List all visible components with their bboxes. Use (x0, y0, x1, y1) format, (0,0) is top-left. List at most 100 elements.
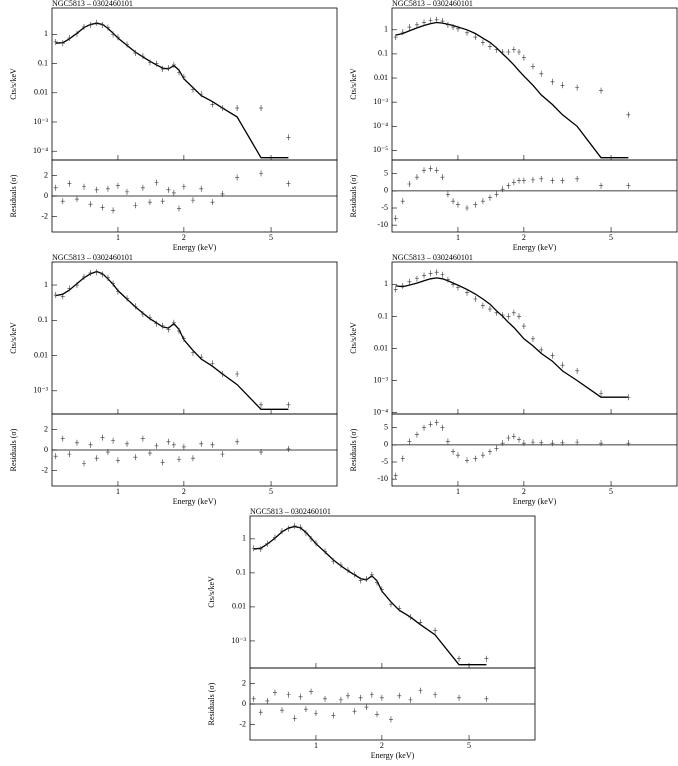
residual-point (407, 438, 412, 445)
data-point (177, 69, 182, 76)
data-point (67, 285, 72, 292)
residual-point (393, 215, 398, 222)
data-point (422, 19, 427, 26)
x-tick-label: 5 (269, 233, 273, 242)
residual-point (521, 177, 526, 184)
residual-tick-label: -2 (41, 211, 48, 220)
residual-point (94, 455, 99, 462)
data-point (521, 54, 526, 61)
residual-tick-label: 0 (384, 186, 388, 195)
residual-point (309, 688, 314, 695)
residual-point (272, 689, 277, 696)
data-point (414, 21, 419, 28)
x-tick-label: 5 (609, 233, 613, 242)
data-point (500, 48, 505, 55)
residual-point (388, 716, 393, 723)
residual-point (111, 437, 116, 444)
panel-title: NGC5813 – 0302460101 (52, 0, 133, 8)
residual-point (154, 179, 159, 186)
data-point (407, 278, 412, 285)
y-axis-label: Cts/s/keV (349, 322, 358, 354)
residual-point (67, 180, 72, 187)
x-tick-label: 2 (522, 233, 526, 242)
residual-point (369, 691, 374, 698)
residual-point (303, 706, 308, 713)
data-point (115, 288, 120, 295)
data-point (465, 29, 470, 36)
data-point (539, 70, 544, 77)
residual-point (575, 439, 580, 446)
data-point (160, 66, 165, 73)
x-axis-label: Energy (keV) (173, 243, 217, 252)
data-point (251, 545, 256, 552)
residual-point (521, 440, 526, 447)
residual-point (397, 692, 402, 699)
residual-point (298, 693, 303, 700)
y-axis-label: Cts/s/keV (9, 68, 18, 100)
residual-point (53, 184, 58, 191)
data-point (125, 41, 130, 48)
residual-point (292, 715, 297, 722)
residual-tick-label: -5 (381, 203, 388, 212)
x-tick-label: 2 (182, 487, 186, 496)
residual-point (428, 165, 433, 172)
data-point (125, 295, 130, 302)
x-axis-label: Energy (keV) (173, 497, 217, 506)
y-tick-label: 0.1 (38, 315, 48, 324)
residual-point (375, 711, 380, 718)
data-point (115, 34, 120, 41)
data-point (199, 91, 204, 98)
data-point (364, 576, 369, 583)
data-point (428, 17, 433, 24)
data-point (111, 280, 116, 287)
residual-point (400, 198, 405, 205)
data-point (560, 82, 565, 89)
residual-point (379, 694, 384, 701)
residual-point (94, 186, 99, 193)
residual-tick-label: 2 (44, 424, 48, 433)
data-point (575, 84, 580, 91)
residual-axis-label: Residuals (σ) (9, 428, 18, 471)
panel-title: NGC5813 – 0302460101 (392, 0, 473, 8)
data-point (575, 367, 580, 374)
data-point (530, 63, 535, 70)
data-point (494, 309, 499, 316)
residual-point (494, 445, 499, 452)
residual-point (53, 453, 58, 460)
data-point (550, 78, 555, 85)
residual-tick-label: -2 (239, 719, 246, 728)
residual-point (400, 455, 405, 462)
data-point (506, 313, 511, 320)
data-point (388, 601, 393, 608)
residual-point (105, 185, 110, 192)
data-point (560, 362, 565, 369)
data-point (292, 522, 297, 529)
data-point (67, 35, 72, 42)
residual-point (473, 201, 478, 208)
data-point (455, 25, 460, 32)
data-point (473, 34, 478, 41)
residual-axis-label: Residuals (σ) (207, 682, 216, 725)
data-point (177, 327, 182, 334)
data-point (154, 320, 159, 327)
residual-point (465, 205, 470, 211)
data-point (379, 586, 384, 593)
residual-axis-label: Residuals (σ) (349, 428, 358, 471)
panel: NGC5813 – 0302460101 1 0.1 0.01 10⁻³ 10⁻⁴ 10⁻⁵… (349, 0, 678, 252)
data-point (105, 274, 110, 281)
data-point (599, 87, 604, 94)
data-point (393, 286, 398, 293)
x-tick-label: 5 (269, 487, 273, 496)
x-tick-label: 2 (380, 741, 384, 750)
y-tick-label: 1 (44, 280, 48, 289)
residual-point (408, 696, 413, 703)
x-axis-label: Energy (keV) (513, 497, 557, 506)
residual-point (140, 435, 145, 442)
data-point (511, 46, 516, 53)
model-line (55, 22, 289, 159)
residual-point (599, 182, 604, 189)
data-point (258, 546, 263, 553)
data-point (345, 567, 350, 574)
residual-point (506, 435, 511, 441)
data-point (280, 528, 285, 535)
